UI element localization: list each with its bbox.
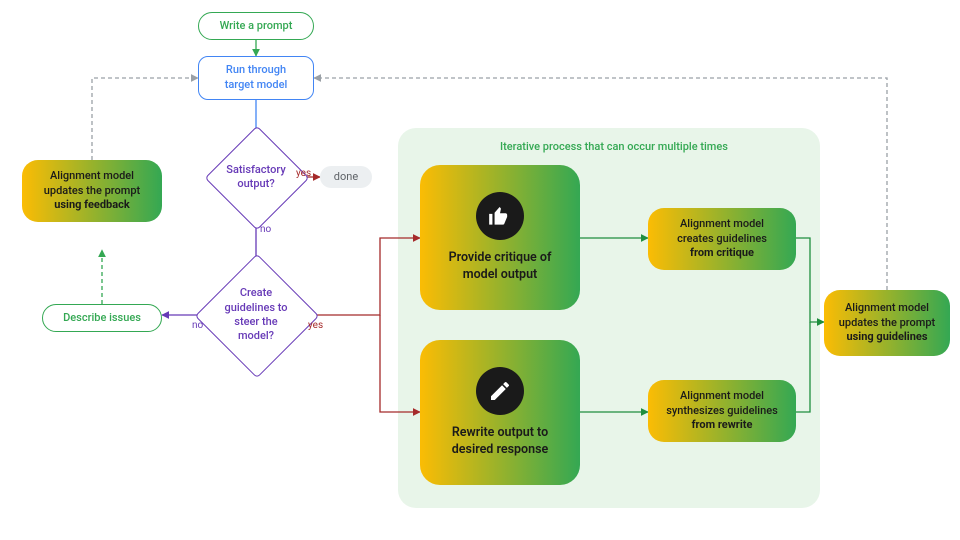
edge-label-no: no [192,320,203,331]
text-line: creates guidelines [677,232,767,245]
pencil-icon [476,367,524,415]
node-satisfactory-output: Satisfactoryoutput? [220,141,292,213]
node-label: Satisfactoryoutput? [226,163,285,192]
node-label: done [334,170,358,185]
text-line: Alignment model [680,217,764,230]
node-done: done [320,166,372,188]
node-run-model: Run throughtarget model [198,56,314,100]
node-rewrite-output: Rewrite output todesired response [420,340,580,485]
text-line: Alignment model [680,389,764,402]
node-label: Describe issues [63,311,141,326]
node-label: Write a prompt [220,19,293,34]
text-bold: from rewrite [692,418,753,431]
text-line: updates the prompt [44,184,140,197]
text-line: updates the prompt [839,316,935,329]
text-line: Alignment model [50,169,134,182]
node-write-prompt: Write a prompt [198,12,314,40]
node-label: Provide critique ofmodel output [449,250,552,284]
node-create-guidelines: Createguidelines tosteer themodel? [213,272,299,358]
node-label: Rewrite output todesired response [452,425,548,459]
node-describe-issues: Describe issues [42,304,162,332]
node-alignment-using-guidelines: Alignment model updates the prompt using… [824,290,950,356]
node-provide-critique: Provide critique ofmodel output [420,165,580,310]
flowchart-canvas: Iterative process that can occur multipl… [0,0,960,540]
node-alignment-feedback: Alignment model updates the prompt using… [22,160,162,222]
edge-label-yes: yes [296,168,311,179]
text-bold: using guidelines [847,330,928,343]
iterative-region-label: Iterative process that can occur multipl… [500,140,728,153]
text-bold: using feedback [54,198,129,211]
text-bold: from critique [690,246,754,259]
node-alignment-from-critique: Alignment model creates guidelines from … [648,208,796,270]
edge-label-no: no [260,224,271,235]
text-line: synthesizes guidelines [666,404,778,417]
edge-label-yes: yes [308,320,323,331]
node-label: Createguidelines tosteer themodel? [224,286,287,343]
thumbs-icon [476,192,524,240]
node-alignment-from-rewrite: Alignment model synthesizes guidelines f… [648,380,796,442]
text-line: Alignment model [845,301,929,314]
edge [92,78,198,160]
node-label: Run throughtarget model [225,63,288,93]
